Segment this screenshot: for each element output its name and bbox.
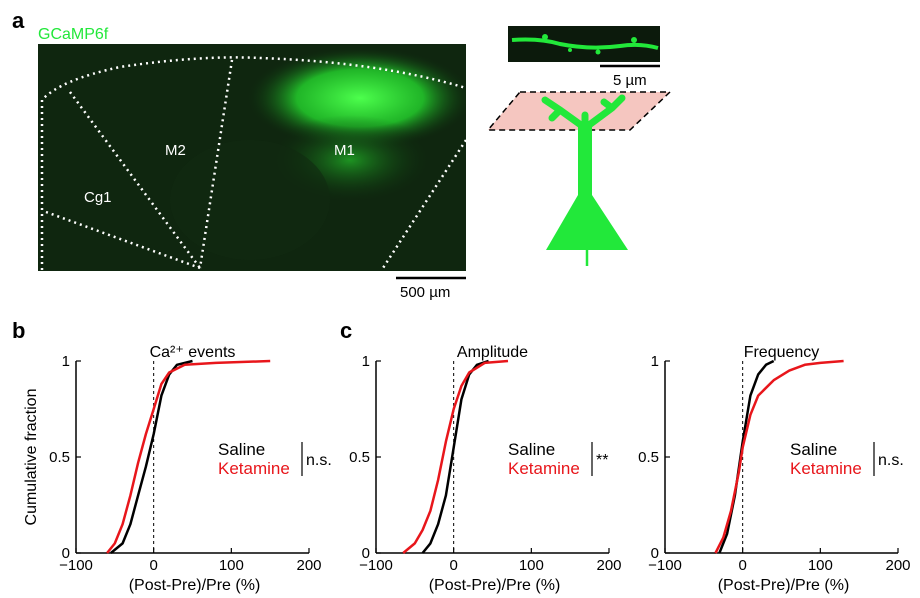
chart-title: Amplitude	[457, 344, 528, 361]
y-tick-label: 1	[651, 353, 659, 370]
dendrite-inset: 5 µm	[508, 26, 660, 89]
x-tick-label: 200	[296, 557, 321, 574]
panel-label-a: a	[12, 8, 25, 33]
region-borders	[40, 56, 468, 270]
y-tick-label: 0	[651, 545, 659, 562]
fluorescence-image: GCaMP6f Cg1 M2 M1 500 µm	[38, 26, 468, 301]
x-tick-label: 100	[808, 557, 833, 574]
x-axis-label: (Post-Pre)/Pre (%)	[129, 577, 261, 594]
x-tick-label: 0	[738, 557, 746, 574]
y-axis-label: Cumulative fraction	[23, 389, 40, 526]
x-axis-label: (Post-Pre)/Pre (%)	[718, 577, 850, 594]
scale-label-main: 500 µm	[400, 284, 450, 301]
series-line-saline	[421, 359, 489, 554]
x-tick-label: 100	[219, 557, 244, 574]
chart-title: Frequency	[744, 344, 820, 361]
legend-saline: Saline	[790, 440, 837, 459]
region-label-m2: M2	[165, 142, 186, 159]
chart-3: −100 0 100 20000.51Frequency(Post-Pre)/Pre …	[638, 344, 910, 594]
y-tick-label: 1	[362, 353, 370, 370]
y-tick-label: 0	[62, 545, 70, 562]
y-tick-label: 0.5	[638, 449, 659, 466]
legend-ketamine: Ketamine	[218, 459, 290, 478]
series-line-ketamine	[714, 359, 844, 554]
chart-2: −100 0 100 20000.51Amplitude(Post-Pre)/Pre …	[349, 344, 621, 594]
y-tick-label: 1	[62, 353, 70, 370]
x-tick-label: −100	[648, 557, 682, 574]
region-label-m1: M1	[334, 142, 355, 159]
imaging-plane	[486, 91, 672, 131]
neuron-schematic	[486, 91, 672, 266]
series-line-saline	[718, 359, 775, 554]
y-tick-label: 0	[362, 545, 370, 562]
x-tick-label: −100	[359, 557, 393, 574]
legend-ketamine: Ketamine	[790, 459, 862, 478]
y-tick-label: 0.5	[349, 449, 370, 466]
x-tick-label: 200	[885, 557, 910, 574]
significance-label: **	[596, 452, 608, 469]
x-tick-label: 0	[149, 557, 157, 574]
legend-saline: Saline	[218, 440, 265, 459]
scale-label-inset: 5 µm	[613, 72, 647, 89]
x-tick-label: −100	[59, 557, 93, 574]
panel-label-c: c	[340, 318, 352, 343]
legend-ketamine: Ketamine	[508, 459, 580, 478]
series-line-ketamine	[402, 359, 509, 554]
series-line-ketamine	[106, 359, 271, 554]
x-tick-label: 0	[449, 557, 457, 574]
region-label-cg1: Cg1	[84, 189, 112, 206]
panel-label-b: b	[12, 318, 25, 343]
significance-label: n.s.	[878, 452, 904, 469]
indicator-label: GCaMP6f	[38, 26, 109, 43]
x-tick-label: 200	[596, 557, 621, 574]
x-axis-label: (Post-Pre)/Pre (%)	[429, 577, 561, 594]
legend-saline: Saline	[508, 440, 555, 459]
chart-title: Ca²⁺ events	[150, 344, 236, 361]
significance-label: n.s.	[306, 452, 332, 469]
y-tick-label: 0.5	[49, 449, 70, 466]
x-tick-label: 100	[519, 557, 544, 574]
